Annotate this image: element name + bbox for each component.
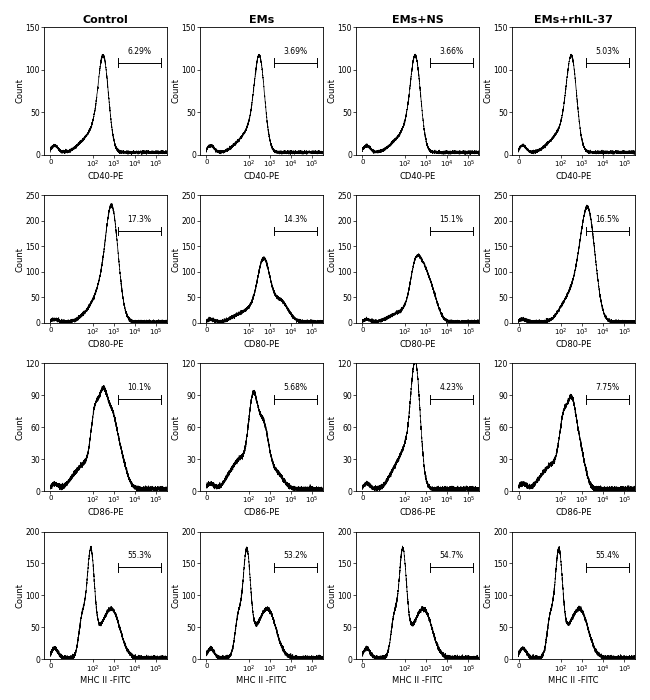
Title: EMs+NS: EMs+NS xyxy=(392,15,443,25)
Y-axis label: Count: Count xyxy=(171,414,180,440)
Y-axis label: Count: Count xyxy=(327,78,336,104)
X-axis label: CD40-PE: CD40-PE xyxy=(87,172,124,181)
Text: 17.3%: 17.3% xyxy=(127,215,151,224)
Text: 10.1%: 10.1% xyxy=(127,383,151,392)
X-axis label: CD80-PE: CD80-PE xyxy=(399,340,436,349)
X-axis label: CD80-PE: CD80-PE xyxy=(243,340,280,349)
Text: 3.66%: 3.66% xyxy=(439,47,463,56)
Text: 5.03%: 5.03% xyxy=(595,47,619,56)
X-axis label: MHC II -FITC: MHC II -FITC xyxy=(549,676,599,685)
Text: 15.1%: 15.1% xyxy=(439,215,463,224)
Text: 55.3%: 55.3% xyxy=(127,551,151,560)
X-axis label: CD40-PE: CD40-PE xyxy=(243,172,280,181)
Y-axis label: Count: Count xyxy=(15,583,24,608)
Text: 7.75%: 7.75% xyxy=(595,383,619,392)
Text: 4.23%: 4.23% xyxy=(439,383,463,392)
X-axis label: CD86-PE: CD86-PE xyxy=(243,508,280,517)
Title: EMs+rhIL-37: EMs+rhIL-37 xyxy=(534,15,613,25)
X-axis label: CD86-PE: CD86-PE xyxy=(399,508,436,517)
X-axis label: MHC II -FITC: MHC II -FITC xyxy=(393,676,443,685)
Y-axis label: Count: Count xyxy=(171,246,180,272)
Y-axis label: Count: Count xyxy=(327,583,336,608)
Text: 16.5%: 16.5% xyxy=(595,215,619,224)
Y-axis label: Count: Count xyxy=(483,246,492,272)
X-axis label: CD80-PE: CD80-PE xyxy=(87,340,124,349)
Y-axis label: Count: Count xyxy=(171,583,180,608)
Text: 3.69%: 3.69% xyxy=(283,47,307,56)
X-axis label: CD40-PE: CD40-PE xyxy=(399,172,436,181)
Y-axis label: Count: Count xyxy=(327,246,336,272)
Title: Control: Control xyxy=(83,15,128,25)
X-axis label: MHC II -FITC: MHC II -FITC xyxy=(236,676,287,685)
Text: 14.3%: 14.3% xyxy=(283,215,307,224)
Y-axis label: Count: Count xyxy=(171,78,180,104)
Y-axis label: Count: Count xyxy=(15,414,24,440)
Text: 54.7%: 54.7% xyxy=(439,551,463,560)
X-axis label: CD86-PE: CD86-PE xyxy=(555,508,592,517)
Y-axis label: Count: Count xyxy=(483,583,492,608)
Text: 55.4%: 55.4% xyxy=(595,551,619,560)
X-axis label: MHC II -FITC: MHC II -FITC xyxy=(80,676,131,685)
X-axis label: CD40-PE: CD40-PE xyxy=(556,172,592,181)
Y-axis label: Count: Count xyxy=(327,414,336,440)
Text: 53.2%: 53.2% xyxy=(283,551,307,560)
X-axis label: CD80-PE: CD80-PE xyxy=(555,340,592,349)
Y-axis label: Count: Count xyxy=(15,78,24,104)
X-axis label: CD86-PE: CD86-PE xyxy=(87,508,124,517)
Y-axis label: Count: Count xyxy=(483,414,492,440)
Y-axis label: Count: Count xyxy=(483,78,492,104)
Y-axis label: Count: Count xyxy=(15,246,24,272)
Text: 6.29%: 6.29% xyxy=(127,47,151,56)
Text: 5.68%: 5.68% xyxy=(283,383,307,392)
Title: EMs: EMs xyxy=(249,15,274,25)
